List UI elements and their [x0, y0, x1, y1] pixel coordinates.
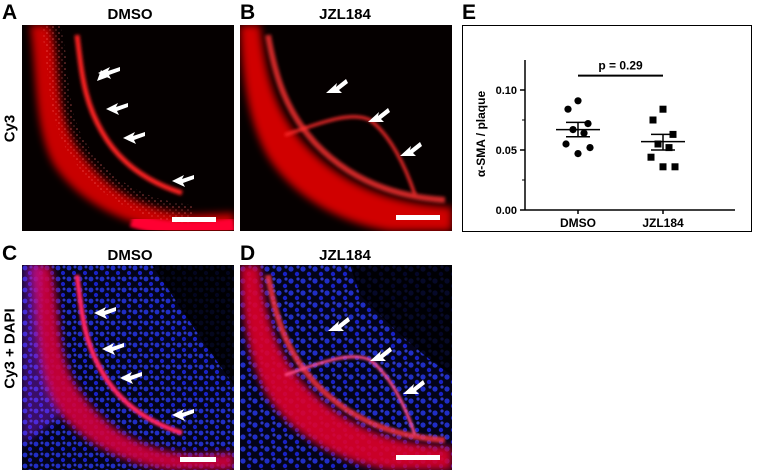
panel-letter-e: E — [462, 1, 477, 24]
data-point — [574, 150, 582, 158]
micrograph-b-jzl184-cy3 — [240, 25, 452, 231]
panel-letter-d: D — [240, 242, 256, 265]
x-tick-label: DMSO — [560, 216, 596, 230]
x-axis: DMSO JZL184 — [525, 209, 735, 230]
micrograph-a-dmso-cy3 — [22, 25, 234, 231]
panel-letter-c: C — [2, 242, 18, 265]
panel-letter-a: A — [2, 1, 18, 24]
panel-title-b: JZL184 — [319, 6, 371, 23]
data-point — [564, 105, 572, 113]
data-point — [654, 140, 662, 148]
vessel-wall-band — [30, 25, 234, 231]
scale-bar — [396, 215, 440, 220]
p-value-label: p = 0.29 — [598, 59, 643, 73]
scale-bar — [172, 217, 216, 222]
chart-panel-e: 0.00 0.05 0.10 DMSO JZL184 p = 0.29 α-SMA /… — [462, 25, 752, 232]
row-label-cy3: Cy3 — [1, 114, 19, 143]
scale-bar — [396, 455, 440, 460]
y-axis-label: α-SMA / plaque — [474, 91, 488, 178]
scatter-chart: 0.00 0.05 0.10 DMSO JZL184 p = 0.29 α-SMA /… — [474, 59, 735, 230]
data-point — [659, 163, 667, 171]
panel-title-a: DMSO — [107, 6, 153, 23]
row-label-cy3-dapi: Cy3 + DAPI — [1, 308, 19, 389]
scale-bar — [180, 457, 216, 462]
micrograph-c-dmso-cy3-dapi — [22, 265, 234, 470]
arrow-icon — [97, 68, 119, 81]
panel-title-d: JZL184 — [319, 247, 371, 264]
data-point — [586, 144, 594, 152]
y-tick-label: 0.10 — [496, 85, 517, 97]
x-tick-label: JZL184 — [642, 216, 684, 230]
data-point — [665, 144, 673, 152]
mean-sem-bars — [556, 121, 685, 151]
data-point — [671, 163, 679, 171]
y-tick-label: 0.05 — [496, 145, 517, 157]
y-axis: 0.00 0.05 0.10 — [496, 60, 526, 217]
data-point — [562, 140, 570, 148]
data-point — [649, 116, 657, 124]
data-point — [574, 97, 582, 105]
micrograph-d-jzl184-cy3-dapi — [240, 265, 452, 470]
panel-letter-b: B — [240, 1, 256, 24]
data-point — [584, 120, 592, 128]
data-point — [659, 105, 667, 113]
panel-title-c: DMSO — [107, 247, 153, 264]
data-point — [647, 153, 655, 161]
significance-annotation: p = 0.29 — [578, 59, 663, 77]
data-point — [580, 129, 588, 137]
y-tick-label: 0.00 — [496, 205, 517, 217]
